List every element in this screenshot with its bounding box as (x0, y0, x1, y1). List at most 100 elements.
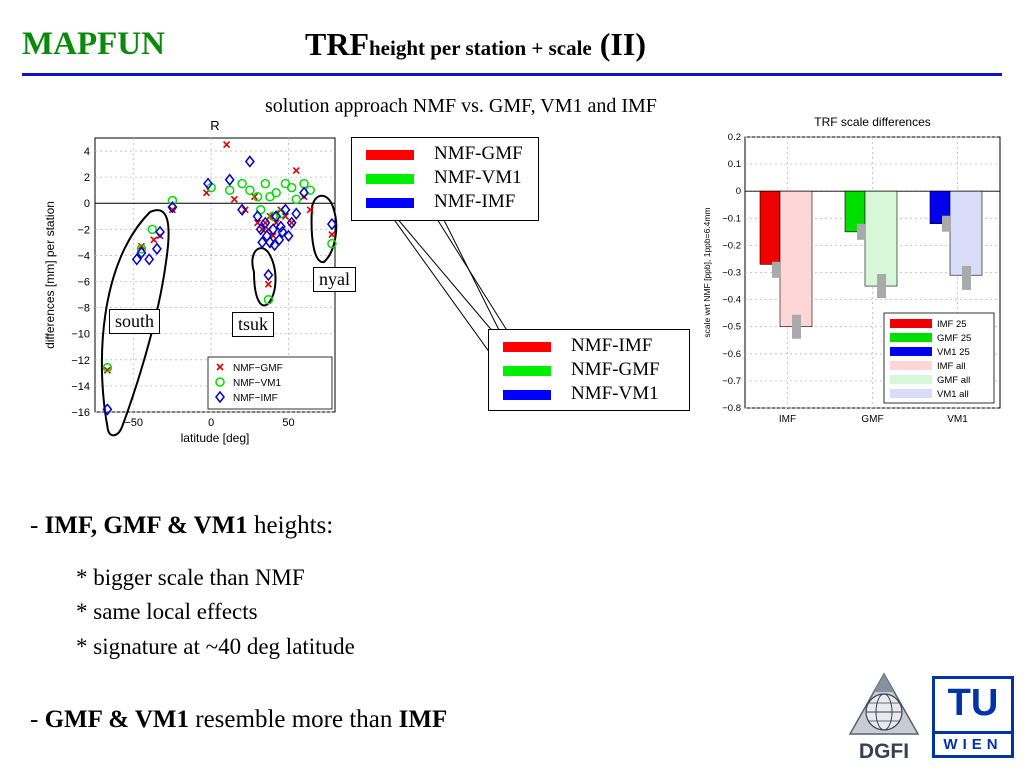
legend-swatch-red (503, 342, 551, 352)
bar-legend-label: GMF 25 (937, 333, 971, 344)
tu-wien-logo: TU WIEN (932, 676, 1014, 758)
bullet-2-bold-b: IMF (398, 706, 448, 733)
bullet-2: - GMF & VM1 resemble more than IMF (30, 706, 447, 734)
bar-chart-title: TRF scale differences (814, 115, 931, 129)
error-marker (877, 274, 886, 299)
bullet-1-text: heights: (247, 512, 334, 539)
bar-y-tick-label: −0.6 (722, 349, 741, 360)
legend-label: NMF-VM1 (434, 167, 522, 188)
marker-diamond (265, 236, 275, 249)
bar-legend-swatch (890, 375, 932, 384)
marker-x (230, 195, 238, 203)
marker-diamond (274, 233, 285, 246)
title-divider (22, 73, 1002, 76)
marker-diamond (283, 229, 294, 243)
marker-diamond (271, 210, 282, 223)
legend-row: NMF-IMF (503, 335, 683, 357)
marker-diamond (215, 390, 225, 404)
marker-diamond (268, 223, 279, 236)
dgfi-logo-text: DGFI (859, 740, 909, 762)
y-tick-label: 0 (84, 198, 90, 210)
scatter-legend-label: NMF−IMF (233, 393, 278, 404)
bar-chart: TRF scale differences 0.2 0.1 0 −0.1 −0.2 −0.3… (702, 115, 1001, 425)
marker-diamond (224, 173, 235, 186)
marker-diamond (144, 253, 155, 266)
marker-circle (255, 205, 266, 215)
sub-bullet-3: * signature at ~40 deg latitude (76, 634, 355, 659)
marker-x (137, 242, 146, 250)
marker-diamond (280, 203, 291, 216)
marker-diamond (102, 403, 113, 416)
cluster-outline-south (100, 209, 170, 437)
marker-x (223, 140, 231, 149)
wien-logo-text: WIEN (935, 731, 1011, 753)
series-diamond (102, 155, 337, 416)
bar-x-tick-label: VM1 (947, 414, 968, 425)
marker-diamond (167, 200, 178, 214)
bar-legend-swatch (890, 319, 932, 328)
scatter-legend-label: NMF−VM1 (233, 378, 282, 389)
marker-diamond (286, 216, 297, 230)
cluster-outline-tsuk (251, 247, 277, 307)
scatter-legend-label: NMF−GMF (233, 363, 283, 374)
error-marker (942, 215, 951, 232)
bar-x-tick-label: IMF (779, 414, 796, 425)
marker-x (168, 206, 176, 214)
bullet-dash: - (30, 512, 45, 539)
annotation-tsuk: tsuk (232, 312, 275, 337)
marker-x (254, 219, 262, 227)
annotation-south: south (109, 309, 161, 334)
tu-logo-text: TU (947, 682, 999, 724)
chart-title: R (210, 118, 219, 133)
bar-y-tick-label: −0.5 (722, 322, 741, 333)
marker-circle (102, 362, 113, 373)
y-tick-label: 4 (84, 146, 90, 158)
bar-y-tick-label: −0.2 (722, 240, 741, 251)
bar-y-tick-label: −0.4 (722, 295, 741, 306)
y-tick-label: −8 (77, 303, 90, 315)
scatter-legend-frame (207, 356, 333, 410)
legend-row: NMF-GMF (366, 143, 536, 165)
bar-legend-label: VM1 all (937, 389, 969, 400)
legend-swatch-red (366, 150, 414, 160)
marker-circle (237, 178, 247, 189)
legend-swatch-green (366, 174, 414, 184)
y-tick-label: −16 (71, 407, 90, 419)
bar-legend-label: GMF all (937, 375, 970, 386)
bar-x-tick-label: GMF (861, 414, 883, 425)
marker-circle (224, 185, 235, 195)
x-tick-label: 0 (208, 417, 214, 429)
marker-diamond (260, 216, 271, 230)
bar-y-tick-label: −0.3 (722, 268, 741, 279)
bar-y-tick-label: 0.2 (728, 132, 741, 143)
marker-x (216, 363, 224, 371)
legend-label: NMF-VM1 (571, 383, 659, 404)
bar-IMF-25 (759, 190, 781, 265)
y-tick-label: 2 (84, 172, 90, 184)
marker-circle (327, 238, 337, 249)
error-marker (962, 265, 971, 290)
title-subscript: height per station + scale (369, 36, 592, 60)
bullet-dash: - (30, 706, 45, 733)
marker-diamond (131, 253, 142, 266)
marker-x (306, 206, 314, 214)
error-marker (792, 314, 801, 339)
marker-circle (136, 244, 147, 254)
title-main: TRF (305, 26, 369, 62)
slide-subtitle: solution approach NMF vs. GMF, VM1 and I… (265, 95, 657, 117)
marker-x (103, 366, 111, 374)
sub-bullet-1: * bigger scale than NMF (76, 565, 305, 590)
y-axis-label: differences [mm] per station (43, 201, 57, 349)
x-tick-label: −50 (124, 417, 143, 429)
marker-x (266, 212, 274, 220)
bullet-1: - IMF, GMF & VM1 heights: (30, 512, 333, 540)
bar-legend-swatch (890, 389, 932, 398)
error-marker (857, 223, 866, 240)
legend-row: NMF-VM1 (366, 167, 536, 189)
bar-y-tick-label: −0.8 (722, 403, 741, 414)
legend-row: NMF-VM1 (503, 383, 683, 405)
marker-diamond (291, 207, 302, 220)
marker-x (264, 280, 272, 288)
marker-circle (215, 377, 225, 387)
